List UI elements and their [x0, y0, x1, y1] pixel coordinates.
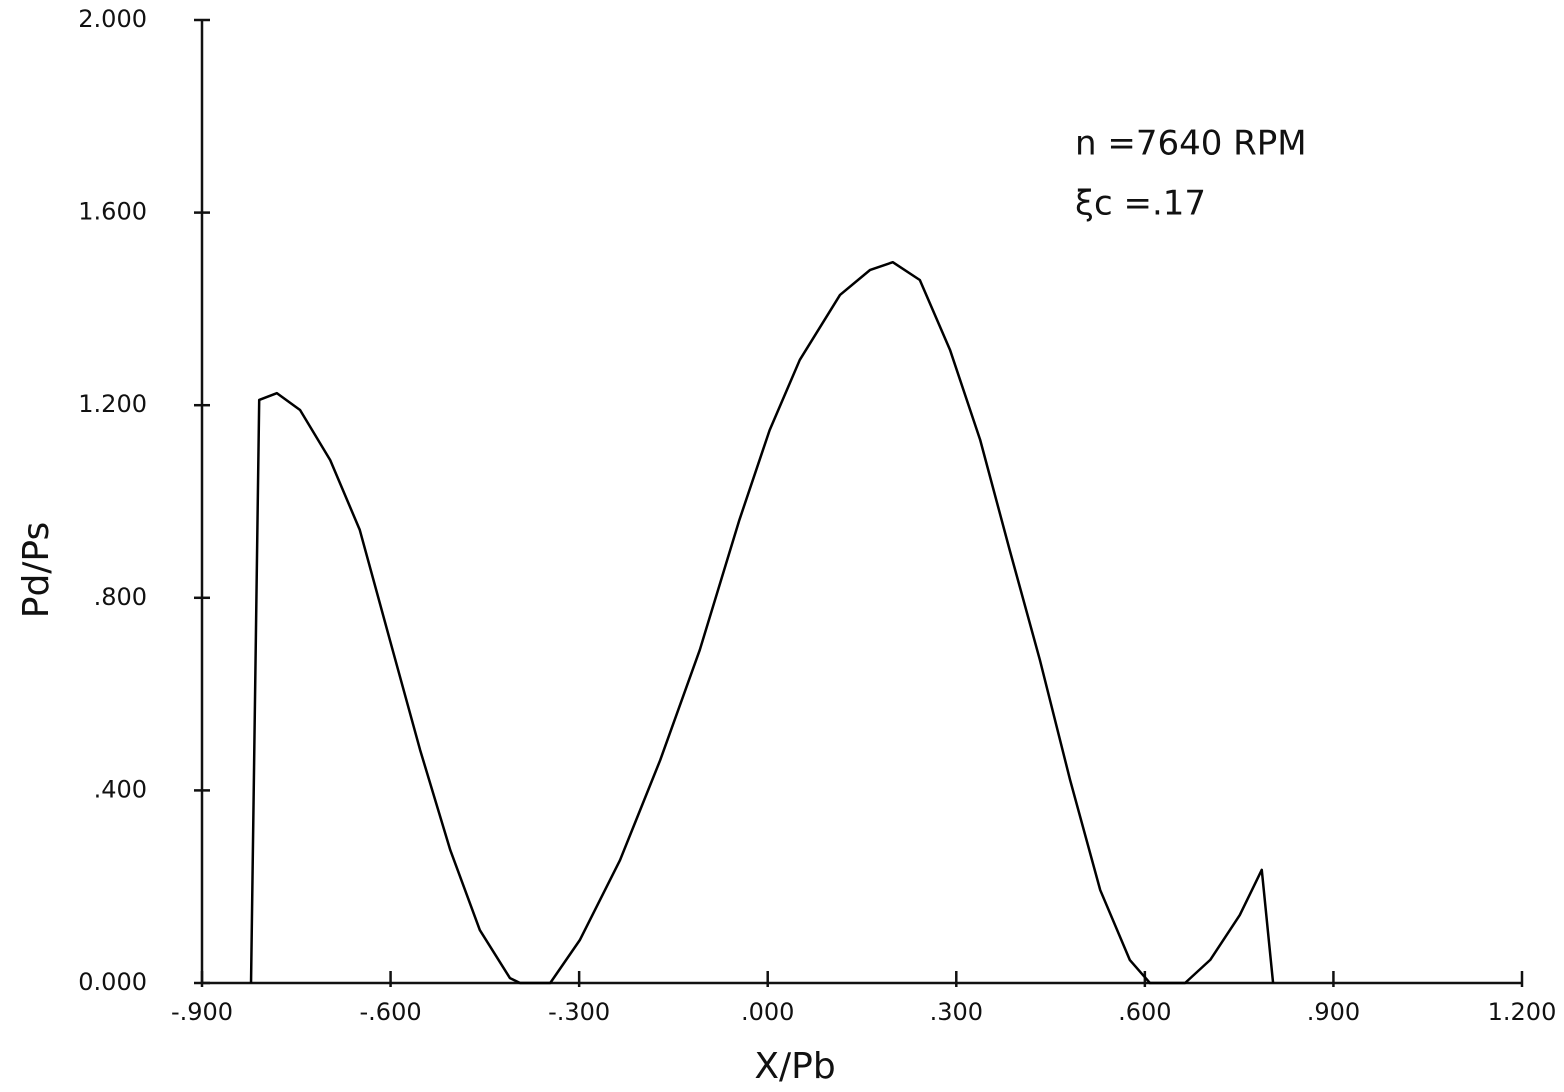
- y-tick-label: 1.200: [78, 390, 147, 418]
- x-tick-label: -.300: [548, 998, 610, 1026]
- x-tick-label: .300: [930, 998, 983, 1026]
- y-tick-label: 0.000: [78, 968, 147, 996]
- annotation: ξc =.17: [1075, 184, 1206, 224]
- y-tick-label: .800: [94, 583, 147, 611]
- x-tick-label: .000: [741, 998, 794, 1026]
- y-tick-label: .400: [94, 775, 147, 803]
- x-tick-label: 1.200: [1488, 998, 1557, 1026]
- x-tick-label: -.900: [171, 998, 233, 1026]
- y-tick-label: 2.000: [78, 5, 147, 33]
- y-tick-label: 1.600: [78, 198, 147, 226]
- data-line: [249, 260, 1275, 985]
- annotation: n =7640 RPM: [1075, 124, 1307, 164]
- x-tick-label: .900: [1307, 998, 1360, 1026]
- x-axis-label: X/Pb: [754, 1046, 835, 1087]
- y-axis-label: Pd/Ps: [16, 522, 57, 619]
- x-tick-label: -.600: [360, 998, 422, 1026]
- x-tick-label: .600: [1118, 998, 1171, 1026]
